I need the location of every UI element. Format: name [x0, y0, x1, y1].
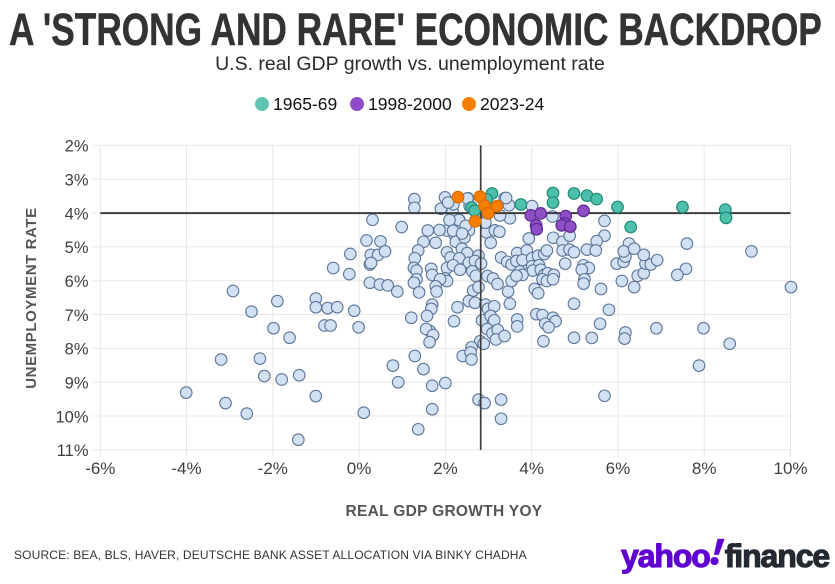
- svg-text:-6%: -6%: [85, 459, 115, 478]
- svg-text:8%: 8%: [65, 341, 89, 359]
- svg-text:10%: 10%: [773, 459, 807, 478]
- svg-text:REAL GDP GROWTH YOY: REAL GDP GROWTH YOY: [346, 503, 543, 520]
- svg-text:3%: 3%: [65, 172, 89, 190]
- svg-text:9%: 9%: [65, 375, 89, 393]
- svg-text:UNEMPLOYMENT RATE: UNEMPLOYMENT RATE: [23, 207, 40, 389]
- svg-text:11%: 11%: [57, 442, 89, 460]
- svg-text:2%: 2%: [65, 138, 89, 156]
- svg-text:5%: 5%: [65, 239, 89, 257]
- svg-text:0%: 0%: [347, 459, 372, 478]
- svg-text:4%: 4%: [65, 205, 89, 223]
- svg-text:-4%: -4%: [171, 459, 201, 478]
- svg-text:10%: 10%: [55, 408, 88, 426]
- svg-text:7%: 7%: [65, 307, 89, 325]
- svg-text:4%: 4%: [519, 459, 544, 478]
- svg-text:2%: 2%: [433, 459, 458, 478]
- svg-text:6%: 6%: [606, 459, 631, 478]
- svg-text:6%: 6%: [65, 273, 89, 291]
- svg-text:8%: 8%: [692, 459, 717, 478]
- svg-text:-2%: -2%: [258, 459, 288, 478]
